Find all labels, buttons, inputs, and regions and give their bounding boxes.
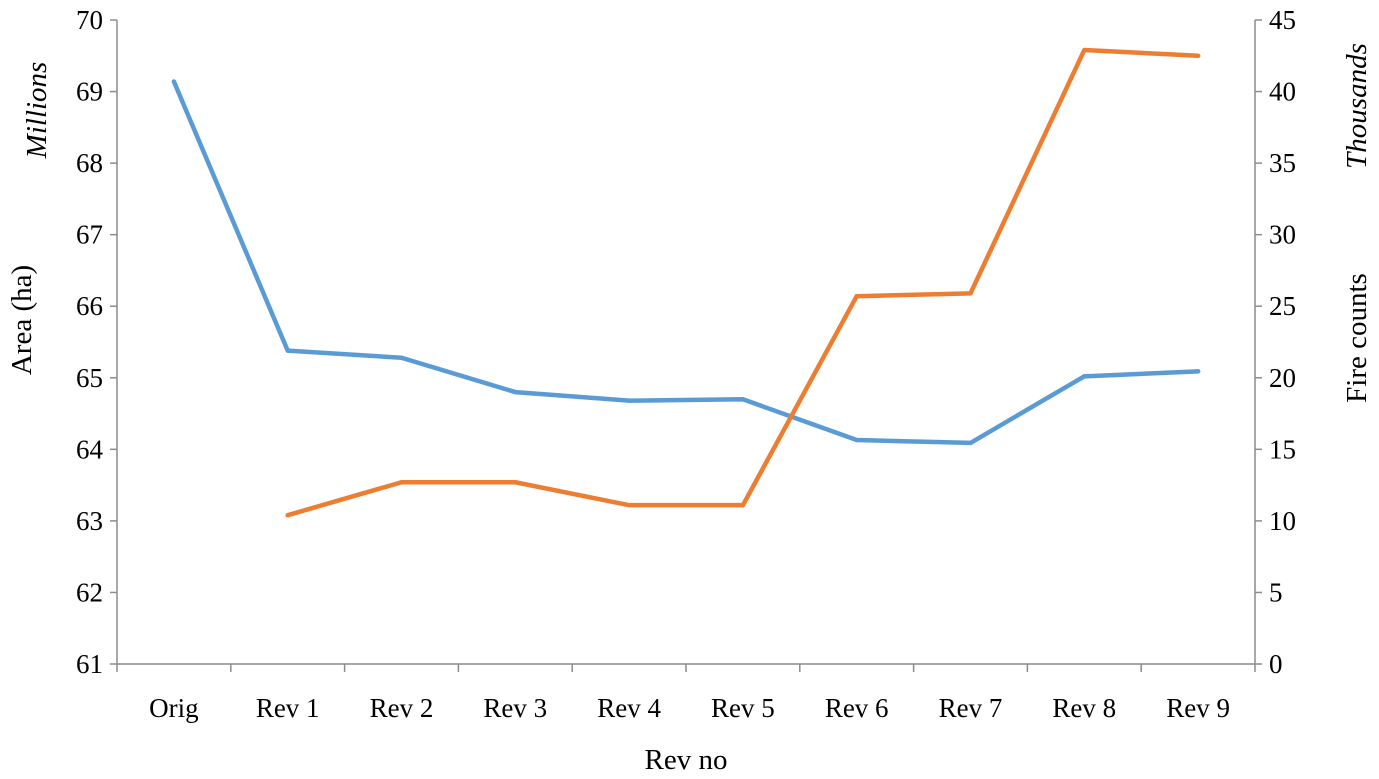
area-data-point xyxy=(854,437,859,443)
fire-counts-data-point xyxy=(285,512,290,518)
fire-counts-data-point xyxy=(399,480,404,485)
fire-counts-data-point xyxy=(968,291,973,296)
fire-counts-data-point xyxy=(513,480,518,485)
x-tick-label: Rev 2 xyxy=(370,693,434,723)
right-y-tick-label: 10 xyxy=(1269,506,1296,536)
right-y-tick-label: 35 xyxy=(1269,148,1296,178)
area-data-point xyxy=(968,440,973,446)
left-y-tick-label: 70 xyxy=(76,5,103,35)
left-y-axis-title: Area (ha) xyxy=(6,265,38,375)
right-y-axis-unit: Thousands xyxy=(1341,43,1373,169)
area-data-point xyxy=(740,397,746,402)
area-data-point xyxy=(399,355,404,360)
left-y-axis-unit: Millions xyxy=(21,62,53,160)
area-series-line xyxy=(171,79,1201,446)
right-y-tick-label: 5 xyxy=(1269,577,1283,607)
fire-counts-data-point xyxy=(1195,53,1201,58)
x-ticks: Orig Rev 1 Rev 2 Rev 3 Rev 4 Rev 5 Rev 6 Rev 7 R… xyxy=(116,664,1256,723)
x-tick-label: Orig xyxy=(149,693,199,723)
left-y-tick-label: 69 xyxy=(76,77,103,107)
x-tick-label: Rev 5 xyxy=(711,693,775,723)
left-y-tick-label: 62 xyxy=(76,577,103,607)
fire-counts-data-point xyxy=(740,502,746,508)
area-data-point xyxy=(626,398,632,403)
right-y-tick-label: 20 xyxy=(1269,363,1296,393)
left-y-tick-label: 68 xyxy=(76,148,103,178)
right-y-tick-label: 45 xyxy=(1269,5,1296,35)
x-axis-title: Rev no xyxy=(645,744,728,776)
x-tick-label: Rev 9 xyxy=(1166,693,1230,723)
left-y-tick-label: 67 xyxy=(76,220,103,250)
left-y-tick-label: 63 xyxy=(76,506,103,536)
left-y-tick-label: 65 xyxy=(76,363,103,393)
x-tick-label: Rev 6 xyxy=(825,693,889,723)
x-tick-label: Rev 7 xyxy=(939,693,1003,723)
x-tick-label: Rev 3 xyxy=(483,693,547,723)
left-y-tick-label: 64 xyxy=(76,434,104,464)
left-y-tick-label: 66 xyxy=(76,291,103,321)
right-y-tick-label: 25 xyxy=(1269,291,1296,321)
right-y-tick-label: 0 xyxy=(1269,649,1283,679)
right-y-tick-label: 15 xyxy=(1269,434,1296,464)
x-tick-label: Rev 8 xyxy=(1052,693,1116,723)
x-tick-label: Rev 1 xyxy=(256,693,320,723)
right-y-tick-label: 30 xyxy=(1269,220,1296,250)
left-y-ticks: 61 62 63 64 65 66 67 68 69 70 xyxy=(76,5,117,679)
left-y-tick-label: 61 xyxy=(76,649,103,679)
fire-counts-data-point xyxy=(854,294,859,299)
fire-counts-data-point xyxy=(626,502,632,508)
x-tick-label: Rev 4 xyxy=(597,693,661,723)
fire-counts-data-point xyxy=(1082,47,1087,53)
area-data-point xyxy=(285,348,290,353)
series-layer xyxy=(171,47,1201,518)
right-y-tick-label: 40 xyxy=(1269,77,1296,107)
area-data-point xyxy=(513,389,518,395)
area-data-point xyxy=(1195,369,1201,374)
fire-counts-series-line xyxy=(285,47,1201,518)
area-data-point xyxy=(171,79,177,84)
right-y-axis-title: Fire counts xyxy=(1341,273,1373,403)
right-y-ticks: 0 5 10 15 20 25 30 35 40 45 xyxy=(1255,5,1296,679)
area-data-point xyxy=(1082,374,1087,379)
